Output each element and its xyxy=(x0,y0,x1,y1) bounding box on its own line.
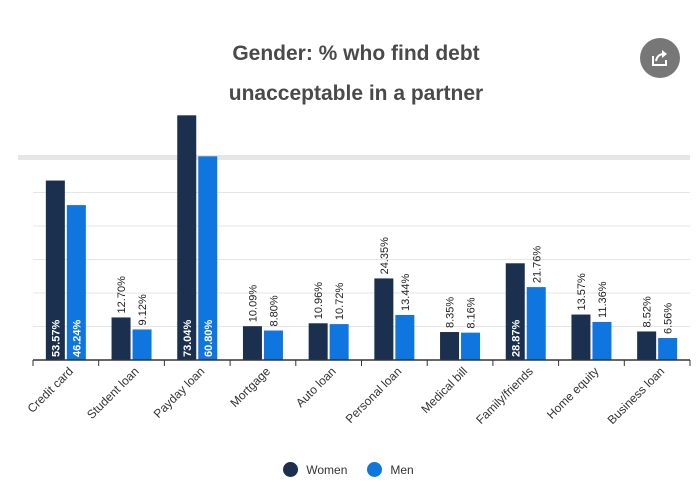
x-tick-label: Mortgage xyxy=(227,364,273,410)
data-label: 10.96% xyxy=(313,282,325,320)
chart-title: Gender: % who find debt unacceptable in … xyxy=(0,34,697,114)
bar-men-auto-loan[interactable] xyxy=(329,324,349,360)
data-label: 8.80% xyxy=(268,295,280,326)
share-icon xyxy=(652,50,667,66)
bar-men-mortgage[interactable] xyxy=(263,330,283,360)
x-tick-label: Auto loan xyxy=(293,364,339,410)
title-divider xyxy=(18,155,690,160)
bar-men-medical-bill[interactable] xyxy=(461,332,481,360)
legend-item-men[interactable]: Men xyxy=(367,462,414,477)
legend-marker-women xyxy=(283,462,299,477)
legend: Women Men xyxy=(0,462,697,477)
data-label: 73.04% xyxy=(182,319,194,357)
bar-women-personal-loan[interactable] xyxy=(374,278,394,360)
bar-men-family-friends[interactable] xyxy=(526,287,546,360)
legend-label-men: Men xyxy=(390,462,414,477)
data-label: 12.70% xyxy=(116,276,128,314)
data-label: 10.09% xyxy=(247,285,259,323)
bar-men-credit-card[interactable] xyxy=(66,205,86,360)
data-label: 13.44% xyxy=(400,273,412,311)
bar-women-auto-loan[interactable] xyxy=(308,323,328,360)
bar-men-student-loan[interactable] xyxy=(132,329,152,360)
data-label: 21.76% xyxy=(531,246,543,284)
legend-label-women: Women xyxy=(306,462,348,477)
data-label: 13.57% xyxy=(576,273,588,311)
bar-men-home-equity[interactable] xyxy=(592,321,612,360)
data-label: 6.56% xyxy=(663,303,675,334)
data-label: 8.35% xyxy=(445,297,457,328)
data-label: 46.24% xyxy=(71,319,83,357)
bar-women-credit-card[interactable] xyxy=(45,180,65,360)
x-tick-label: Payday loan xyxy=(151,364,208,421)
data-label: 8.16% xyxy=(466,297,478,328)
x-tick-label: Home equity xyxy=(544,364,602,422)
data-label: 53.57% xyxy=(50,319,62,357)
bar-men-personal-loan[interactable] xyxy=(395,314,415,360)
x-tick-label: Medical bill xyxy=(418,364,470,416)
legend-item-women[interactable]: Women xyxy=(283,462,347,477)
bar-men-payday-loan[interactable] xyxy=(198,156,218,360)
bar-men-business-loan[interactable] xyxy=(658,338,678,360)
bar-women-student-loan[interactable] xyxy=(111,317,131,360)
data-label: 8.52% xyxy=(642,296,654,327)
bar-women-business-loan[interactable] xyxy=(637,331,657,360)
x-tick-label: Student loan xyxy=(84,364,142,422)
data-label: 10.72% xyxy=(334,283,346,321)
data-label: 24.35% xyxy=(379,237,391,275)
data-label: 9.12% xyxy=(137,294,149,325)
x-tick-label: Business loan xyxy=(605,364,668,427)
data-label: 11.36% xyxy=(597,281,609,318)
x-tick-label: Family/friends xyxy=(473,364,536,427)
bar-women-payday-loan[interactable] xyxy=(177,115,197,360)
bar-women-medical-bill[interactable] xyxy=(440,332,460,360)
x-tick-label: Credit card xyxy=(25,364,76,415)
data-label: 28.87% xyxy=(510,319,522,357)
legend-marker-men xyxy=(367,462,383,477)
data-label: 60.80% xyxy=(203,319,215,357)
bar-women-home-equity[interactable] xyxy=(571,314,591,360)
chart-title-line-1: Gender: % who find debt xyxy=(232,42,480,65)
x-tick-label: Personal loan xyxy=(343,364,405,426)
bar-women-mortgage[interactable] xyxy=(242,326,262,360)
chart-title-line-2: unacceptable in a partner xyxy=(228,82,484,105)
share-button[interactable] xyxy=(640,38,680,78)
bar-women-family-friends[interactable] xyxy=(505,263,525,360)
